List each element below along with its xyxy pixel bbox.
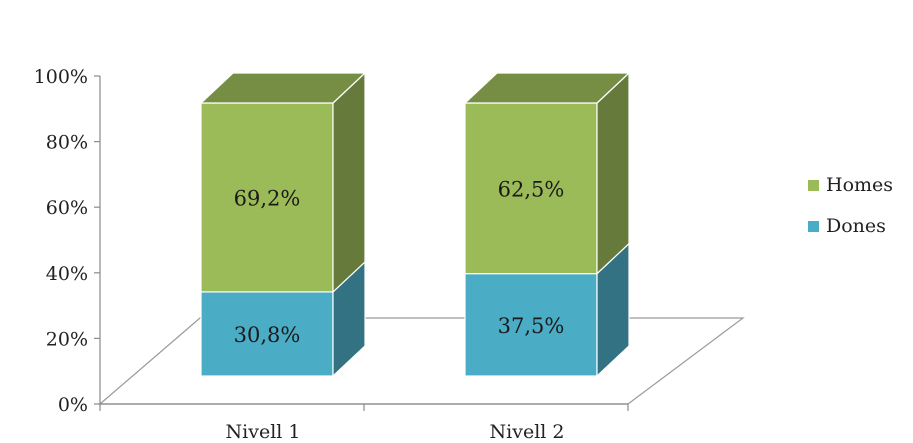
bar-segment-dones-1 (200, 260, 366, 378)
y-tick-label: 60% (46, 197, 88, 219)
bar-segment-homes-1 (199, 71, 367, 294)
bar-segment-dones-2 (464, 242, 630, 378)
bar-top-face (463, 72, 631, 104)
bar-front-face (464, 102, 598, 275)
legend-label: Homes (826, 174, 893, 196)
x-category-label: Nivell 2 (490, 421, 565, 443)
axis-group: 0% 20% 40% 60% 80% 100% Nivell 1 Nivell 2 (34, 66, 629, 443)
y-tick-label: 100% (34, 66, 88, 88)
bar-top-face (199, 72, 367, 104)
data-label: 37,5% (498, 314, 565, 338)
chart-floor (98, 317, 745, 405)
data-label: 62,5% (498, 177, 565, 201)
legend-swatch (808, 221, 819, 232)
y-tick-label: 80% (46, 132, 88, 154)
legend: Homes Dones (808, 174, 893, 237)
legend-swatch (808, 180, 819, 191)
floor-outline (98, 317, 745, 405)
bar-front-face (200, 291, 334, 377)
y-tick-label: 40% (46, 263, 88, 285)
y-tick-label: 0% (58, 394, 88, 416)
data-label: 30,8% (234, 323, 301, 347)
legend-item-homes: Homes (808, 174, 893, 196)
x-category-label: Nivell 1 (226, 421, 301, 443)
bars-group (199, 71, 631, 378)
bar-front-face (200, 102, 334, 293)
legend-item-dones: Dones (808, 215, 886, 237)
bar-side-face (596, 71, 630, 276)
bar-side-face (332, 71, 366, 294)
y-tick-label: 20% (46, 328, 88, 350)
data-label: 69,2% (234, 186, 301, 210)
legend-label: Dones (826, 215, 886, 237)
data-labels-group: 30,8% 69,2% 37,5% 62,5% (234, 177, 565, 347)
bar-segment-homes-2 (463, 71, 631, 276)
